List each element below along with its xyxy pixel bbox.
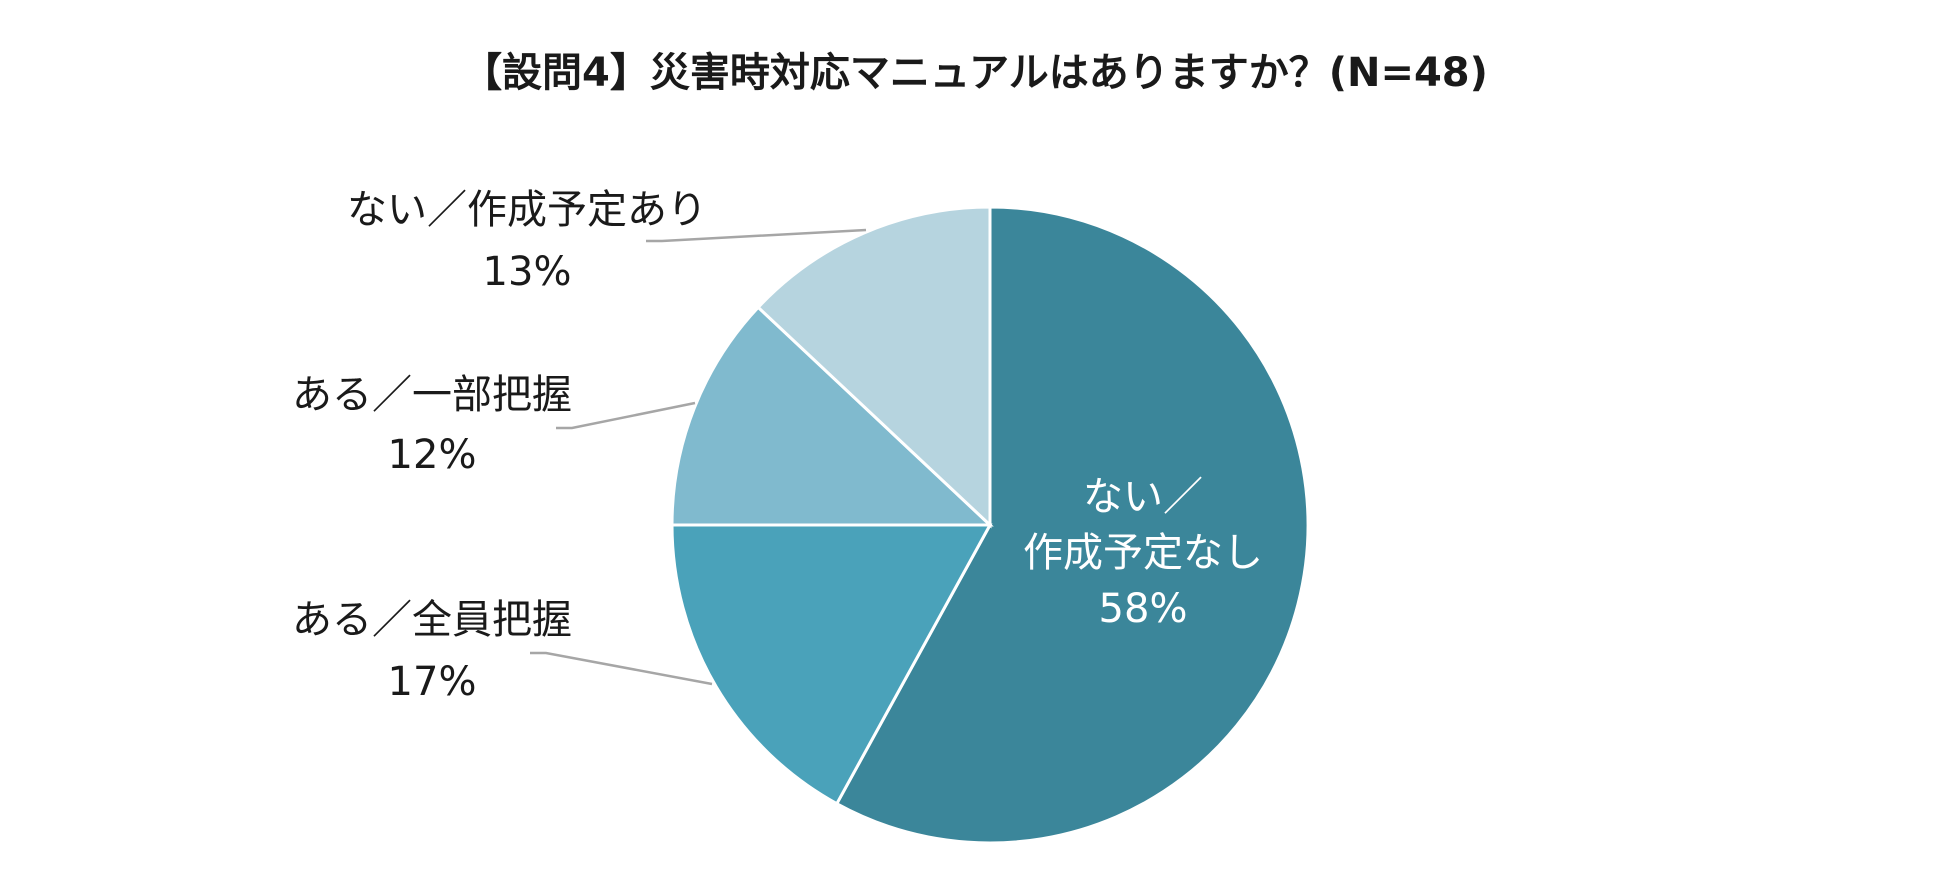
slice-category-label: 作成予定なし bbox=[1023, 530, 1263, 576]
leader-line bbox=[646, 228, 867, 243]
pie-slice bbox=[756, 205, 992, 529]
slice-labels: ない／ 作成予定なし 58% ある／全員把握 17% ある／一部把握 12% ない／作成予定あ… bbox=[292, 187, 1263, 705]
slice-category-label: ない／作成予定あり bbox=[347, 187, 707, 233]
leader-line bbox=[530, 651, 713, 686]
slice-category-label: ある／一部把握 bbox=[292, 372, 572, 418]
slice-value-label: 12% bbox=[388, 432, 477, 478]
pie-slice bbox=[670, 305, 994, 527]
slice-category-label: ある／全員把握 bbox=[292, 597, 572, 643]
slice-value-label: 17% bbox=[388, 659, 477, 705]
pie-slices bbox=[670, 205, 1310, 845]
leader-line bbox=[556, 401, 696, 430]
chart-title: 【設問4】災害時対応マニュアルはありますか？(N=48) bbox=[462, 50, 1488, 96]
pie-slice bbox=[670, 523, 993, 806]
leader-lines bbox=[530, 228, 867, 686]
slice-category-label: ない／ bbox=[1083, 474, 1203, 520]
pie-slice bbox=[834, 205, 1310, 845]
slice-value-label: 13% bbox=[483, 249, 572, 295]
slice-value-label: 58% bbox=[1099, 586, 1188, 632]
